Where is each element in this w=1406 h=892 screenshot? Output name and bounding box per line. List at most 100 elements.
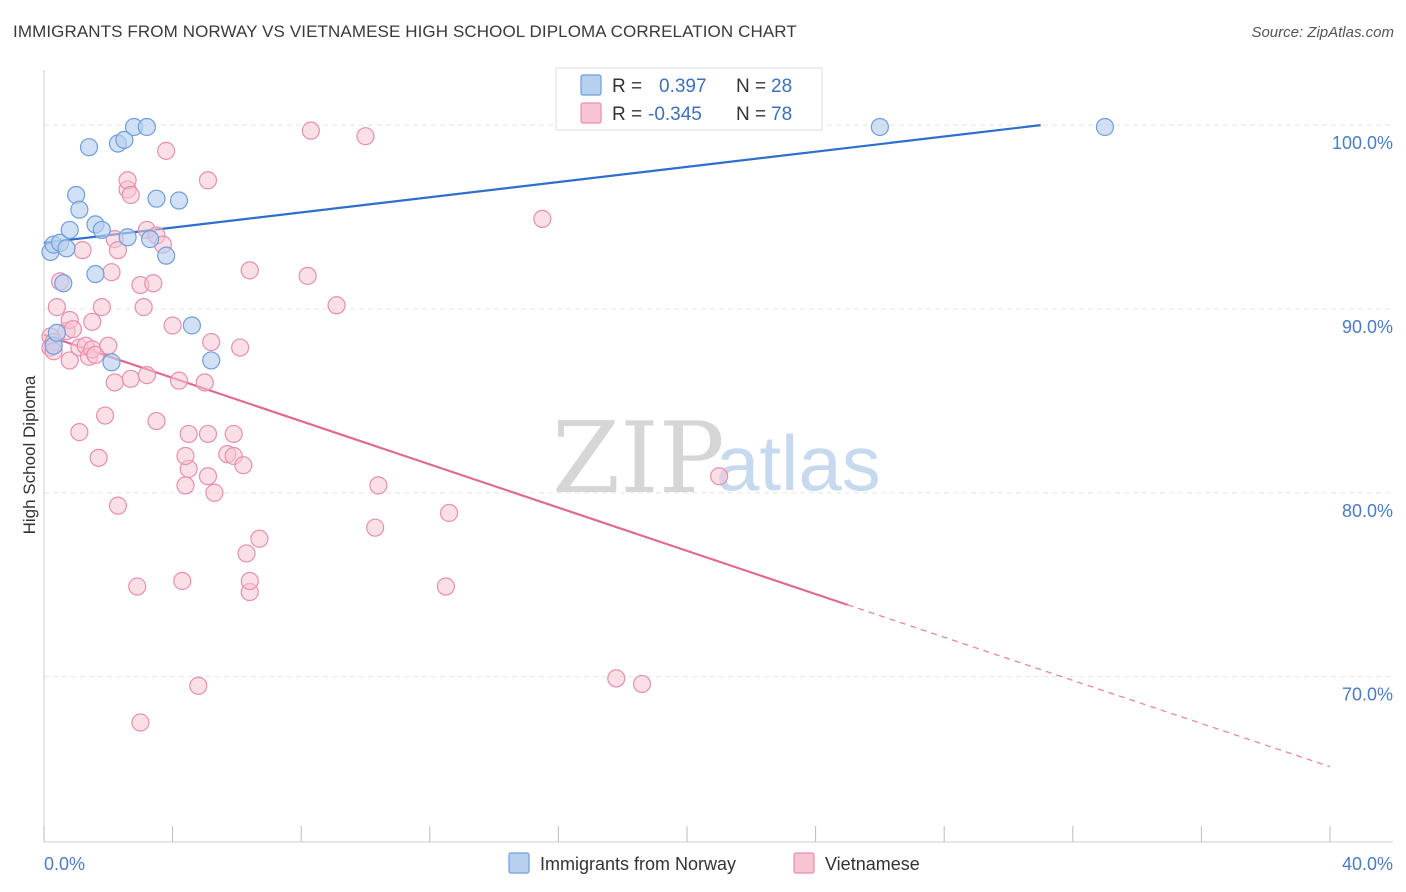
point-vietnamese <box>102 263 121 282</box>
point-norway <box>92 220 111 240</box>
y-tick-label: 90.0% <box>1342 317 1393 337</box>
point-vietnamese <box>250 529 269 548</box>
point-vietnamese <box>234 456 253 475</box>
point-vietnamese <box>144 274 163 293</box>
point-vietnamese <box>607 669 626 688</box>
y-tick-label: 80.0% <box>1342 501 1393 521</box>
point-vietnamese <box>134 298 153 317</box>
point-norway <box>169 191 189 210</box>
trend-line-vietnamese-extension <box>847 604 1331 768</box>
point-vietnamese <box>169 371 189 390</box>
point-vietnamese <box>356 127 375 146</box>
point-vietnamese <box>327 296 346 315</box>
point-vietnamese <box>439 503 459 523</box>
point-norway <box>102 353 121 372</box>
legend-r-value-norway: 0.397 <box>659 76 707 97</box>
point-norway <box>118 228 137 247</box>
point-vietnamese <box>147 411 166 431</box>
legend-swatch-norway <box>580 74 602 96</box>
point-vietnamese <box>173 571 192 591</box>
point-vietnamese <box>86 345 105 365</box>
point-vietnamese <box>176 476 195 495</box>
legend-n-label-vietnamese: N = <box>736 104 766 125</box>
point-norway <box>140 230 160 249</box>
bottom-legend-swatch-norway <box>508 852 530 874</box>
y-tick-label: 70.0% <box>1342 685 1393 705</box>
point-vietnamese <box>47 298 66 317</box>
point-vietnamese <box>710 467 729 486</box>
point-vietnamese <box>202 332 221 352</box>
point-vietnamese <box>198 171 218 190</box>
point-vietnamese <box>366 518 385 537</box>
point-vietnamese <box>163 316 182 335</box>
point-vietnamese <box>73 241 92 260</box>
legend-r-label-norway: R = <box>612 76 642 97</box>
bottom-legend-label-vietnamese: Vietnamese <box>825 854 920 874</box>
point-vietnamese <box>189 676 208 695</box>
point-vietnamese <box>240 571 259 591</box>
point-norway <box>60 220 79 240</box>
watermark-atlas: atlas <box>716 419 881 507</box>
point-vietnamese <box>83 312 102 331</box>
point-vietnamese <box>198 424 218 444</box>
legend-n-value-vietnamese: 78 <box>771 104 792 125</box>
x-tick-label: 40.0% <box>1342 854 1393 874</box>
point-vietnamese <box>128 577 147 596</box>
data-points <box>41 117 1115 732</box>
y-axis-label: High School Diploma <box>20 375 39 534</box>
point-vietnamese <box>131 713 150 732</box>
point-norway <box>70 200 89 219</box>
point-vietnamese <box>240 261 259 280</box>
point-norway <box>79 138 99 157</box>
point-norway <box>137 117 156 137</box>
point-vietnamese <box>105 373 124 392</box>
point-norway <box>157 246 176 265</box>
watermark: ZIP atlas <box>552 402 881 516</box>
point-vietnamese <box>632 674 652 694</box>
chart-title: IMMIGRANTS FROM NORWAY VS VIETNAMESE HIG… <box>13 22 797 41</box>
point-vietnamese <box>301 121 320 140</box>
point-vietnamese <box>436 577 455 596</box>
trend-line-norway <box>43 124 1041 244</box>
point-vietnamese <box>121 185 140 205</box>
point-vietnamese <box>224 424 243 444</box>
point-vietnamese <box>108 496 128 515</box>
point-vietnamese <box>99 336 118 355</box>
tick-labels: 70.0% 80.0% 90.0% 100.0% 0.0% 40.0% <box>44 133 1393 874</box>
point-norway <box>202 351 221 370</box>
bottom-legend-swatch-vietnamese <box>793 852 815 874</box>
source-credit: Source: ZipAtlas.com <box>1251 24 1394 41</box>
point-vietnamese <box>70 423 89 442</box>
point-norway <box>1095 117 1115 137</box>
point-vietnamese <box>63 320 83 339</box>
point-vietnamese <box>298 266 317 285</box>
point-vietnamese <box>205 483 224 502</box>
point-vietnamese <box>237 544 256 563</box>
watermark-zip: ZIP <box>552 402 725 516</box>
point-norway <box>115 130 134 149</box>
point-vietnamese <box>533 209 552 228</box>
point-vietnamese <box>195 373 214 392</box>
point-vietnamese <box>179 424 198 444</box>
bottom-legend-label-norway: Immigrants from Norway <box>540 854 736 874</box>
point-vietnamese <box>157 141 176 160</box>
legend-r-value-vietnamese: -0.345 <box>648 104 702 125</box>
point-norway <box>86 264 105 284</box>
point-norway <box>47 323 66 342</box>
point-vietnamese <box>108 241 128 260</box>
point-norway <box>54 274 73 293</box>
point-vietnamese <box>118 171 137 190</box>
point-vietnamese <box>137 366 156 385</box>
point-vietnamese <box>198 467 218 486</box>
series-legend: Immigrants from Norway Vietnamese <box>508 852 920 874</box>
correlation-legend: R = 0.397 N = 28 R = -0.345 N = 78 <box>555 67 823 131</box>
point-norway <box>147 189 166 208</box>
point-vietnamese <box>95 406 115 425</box>
y-tick-label: 100.0% <box>1332 133 1393 153</box>
point-vietnamese <box>369 476 388 495</box>
point-vietnamese <box>176 446 195 466</box>
x-tick-label: 0.0% <box>44 854 85 874</box>
point-norway <box>67 185 86 205</box>
point-vietnamese <box>60 351 79 370</box>
